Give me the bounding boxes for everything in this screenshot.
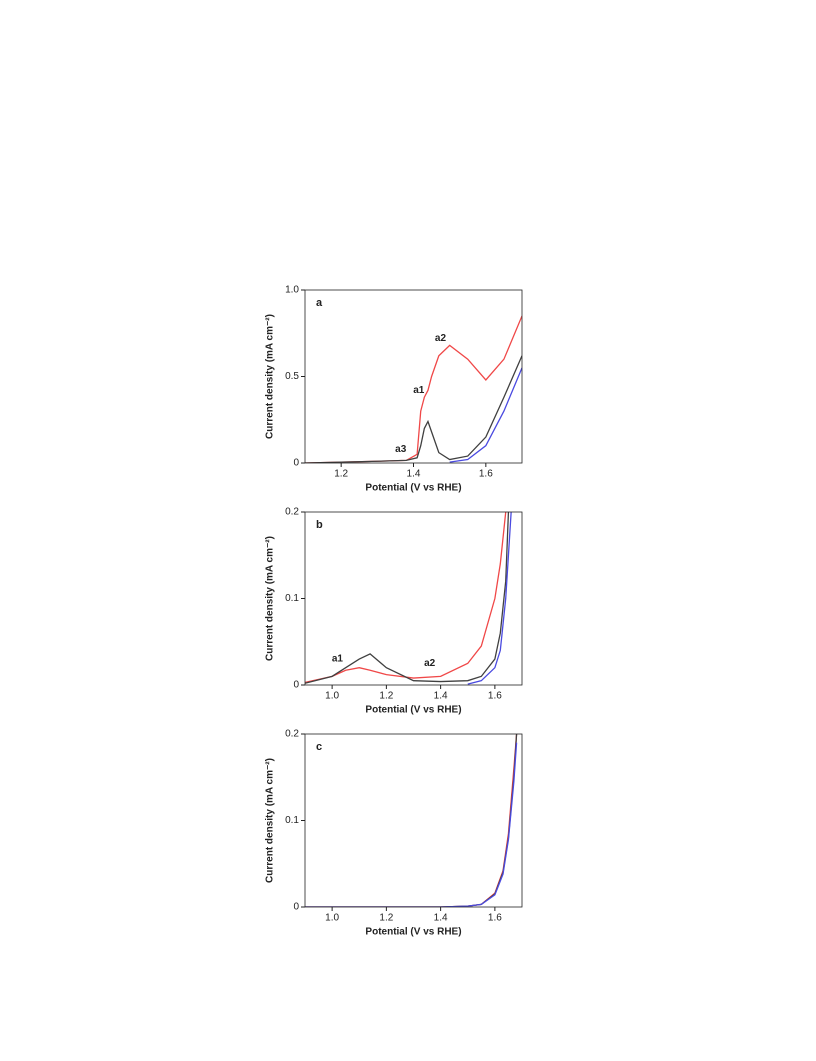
y-tick-label: 0.5 (285, 371, 299, 382)
y-axis-label: Current density (mA cm⁻²) (265, 536, 276, 661)
data-line (305, 512, 507, 684)
y-tick-label: 1.0 (285, 285, 299, 296)
x-tick-label: 1.4 (434, 691, 448, 702)
x-tick-label: 1.4 (407, 469, 421, 480)
annotation: a1 (332, 654, 344, 665)
y-tick-label: 0.2 (285, 507, 299, 518)
data-line (305, 742, 518, 907)
annotation: a2 (424, 658, 436, 669)
x-tick-label: 1.0 (325, 691, 339, 702)
x-tick-label: 1.0 (325, 913, 339, 924)
x-tick-label: 1.6 (479, 469, 493, 480)
x-tick-label: 1.6 (488, 913, 502, 924)
y-axis-label: Current density (mA cm⁻²) (265, 758, 276, 883)
x-tick-label: 1.6 (488, 691, 502, 702)
y-tick-label: 0.1 (285, 593, 299, 604)
panel-label: c (316, 741, 322, 753)
x-tick-label: 1.2 (334, 469, 348, 480)
x-tick-label: 1.4 (434, 913, 448, 924)
x-tick-label: 1.2 (379, 691, 393, 702)
x-axis-label: Potential (V vs RHE) (365, 927, 461, 938)
y-tick-label: 0.1 (285, 815, 299, 826)
x-tick-label: 1.2 (379, 913, 393, 924)
y-tick-label: 0 (293, 902, 299, 913)
annotation: a1 (413, 385, 425, 396)
data-line (305, 512, 510, 684)
x-axis-label: Potential (V vs RHE) (365, 483, 461, 494)
y-axis-label: Current density (mA cm⁻²) (265, 314, 276, 439)
y-tick-label: 0.2 (285, 729, 299, 740)
x-axis-label: Potential (V vs RHE) (365, 705, 461, 716)
annotation: a2 (435, 333, 447, 344)
y-tick-label: 0 (293, 680, 299, 691)
y-tick-label: 0 (293, 458, 299, 469)
data-line (467, 512, 512, 685)
panel-label: b (316, 519, 323, 531)
annotation: a3 (395, 444, 407, 455)
panel-label: a (316, 297, 323, 309)
data-line (449, 367, 522, 463)
data-line (305, 355, 522, 463)
